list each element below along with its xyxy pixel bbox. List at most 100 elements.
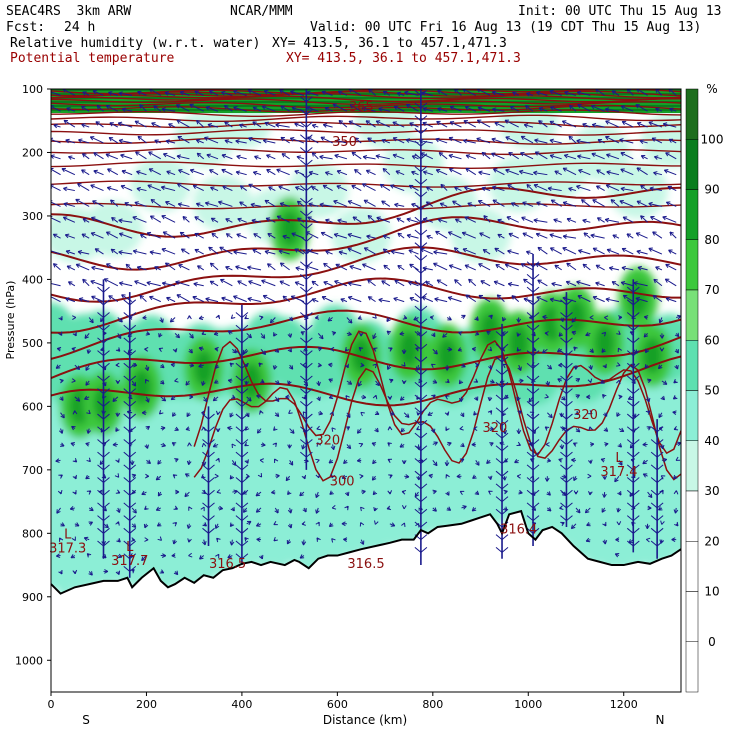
wind-vector [58,569,63,575]
x-tick-label: 1000 [514,698,542,711]
wind-vector [475,460,480,466]
wind-vector [275,473,280,479]
wind-vector [571,330,577,336]
wind-vector [146,231,161,239]
wind-vector [401,349,407,355]
wind-vector [125,263,133,271]
wind-vector [274,412,280,417]
wind-vector [259,458,264,463]
wind-vector [108,137,119,144]
wind-vector [288,364,294,370]
wind-vector [504,119,519,128]
wind-vector [636,167,648,176]
wind-vector [296,200,305,207]
rh-cell [351,337,372,374]
wind-vector [92,200,104,207]
wind-vector [346,412,351,418]
wind-vector [265,217,276,223]
theta-contour [51,92,681,101]
wind-vector [258,362,263,367]
wind-vector [172,522,178,527]
wind-vector [141,555,147,562]
wind-vector [207,123,219,128]
wind-vector [535,232,548,239]
wind-vector [387,426,393,431]
wind-vector [273,536,278,542]
rh-cell [594,324,615,361]
wind-vector [571,457,577,463]
wind-vector [61,167,76,176]
wind-vector [216,489,221,494]
wind-vector [159,380,165,385]
wind-vector [461,363,466,368]
wind-vector [72,474,77,480]
wind-vector [610,199,620,207]
wind-vector [588,364,593,370]
wind-vector [252,121,262,128]
wind-vector [374,410,380,416]
wind-vector [264,199,276,207]
wind-vector [107,168,119,176]
theta-contour [51,114,681,122]
y-tick-label: 1000 [15,654,43,667]
wind-vector [616,412,621,417]
wind-vector [204,136,219,144]
wind-vector [91,216,104,223]
rh-cell [51,97,681,99]
wind-vector [431,332,436,338]
wind-vector [347,232,362,239]
wind-vector [60,412,65,419]
init-time: Init: 00 UTC Thu 15 Aug 13 [518,4,722,19]
wind-vector [449,121,462,128]
wind-vector [576,184,591,192]
wind-vector [657,364,663,370]
wind-vector [374,427,379,433]
wind-vector [231,460,237,466]
wind-vector [296,155,305,160]
theta-contour-label: 365 [349,100,374,115]
wind-vector [337,90,348,96]
wind-vector [646,537,651,543]
wind-vector [325,218,333,224]
wind-vector [618,315,623,320]
wind-vector [157,536,162,541]
wind-vector [51,200,61,207]
wind-vector [260,348,267,355]
wind-vector [160,396,167,402]
wind-vector [558,458,563,463]
wind-vector [604,442,609,447]
wind-vector [131,380,137,387]
wind-vector [604,315,609,321]
wind-vector [504,263,519,271]
wind-vector [549,89,562,96]
wind-vector [194,90,204,96]
wind-vector [402,315,408,320]
wind-vector [139,233,147,239]
wind-vector [653,155,663,160]
wind-vector [230,506,235,512]
wind-vector [209,262,219,271]
wind-vector [69,506,75,511]
wind-vector [575,378,581,383]
wind-vector [422,266,433,271]
wind-vector [143,523,149,529]
wind-vector [82,278,90,287]
wind-vector [285,394,290,400]
wind-vector [194,216,204,223]
wind-vector [105,104,119,112]
colorbar-swatch [685,239,699,291]
wind-vector [403,412,410,418]
wind-vector [316,380,321,387]
wind-vector [214,346,219,352]
wind-vector [365,120,376,128]
wind-vector [488,314,493,320]
wind-vector [210,217,219,223]
wind-vector [70,441,76,447]
wind-vector [611,281,620,287]
wind-vector [371,475,377,481]
wind-vector [445,474,450,479]
wind-vector [59,537,64,542]
wind-vector [537,279,548,287]
wind-vector [331,427,336,432]
wind-vector [367,137,376,144]
